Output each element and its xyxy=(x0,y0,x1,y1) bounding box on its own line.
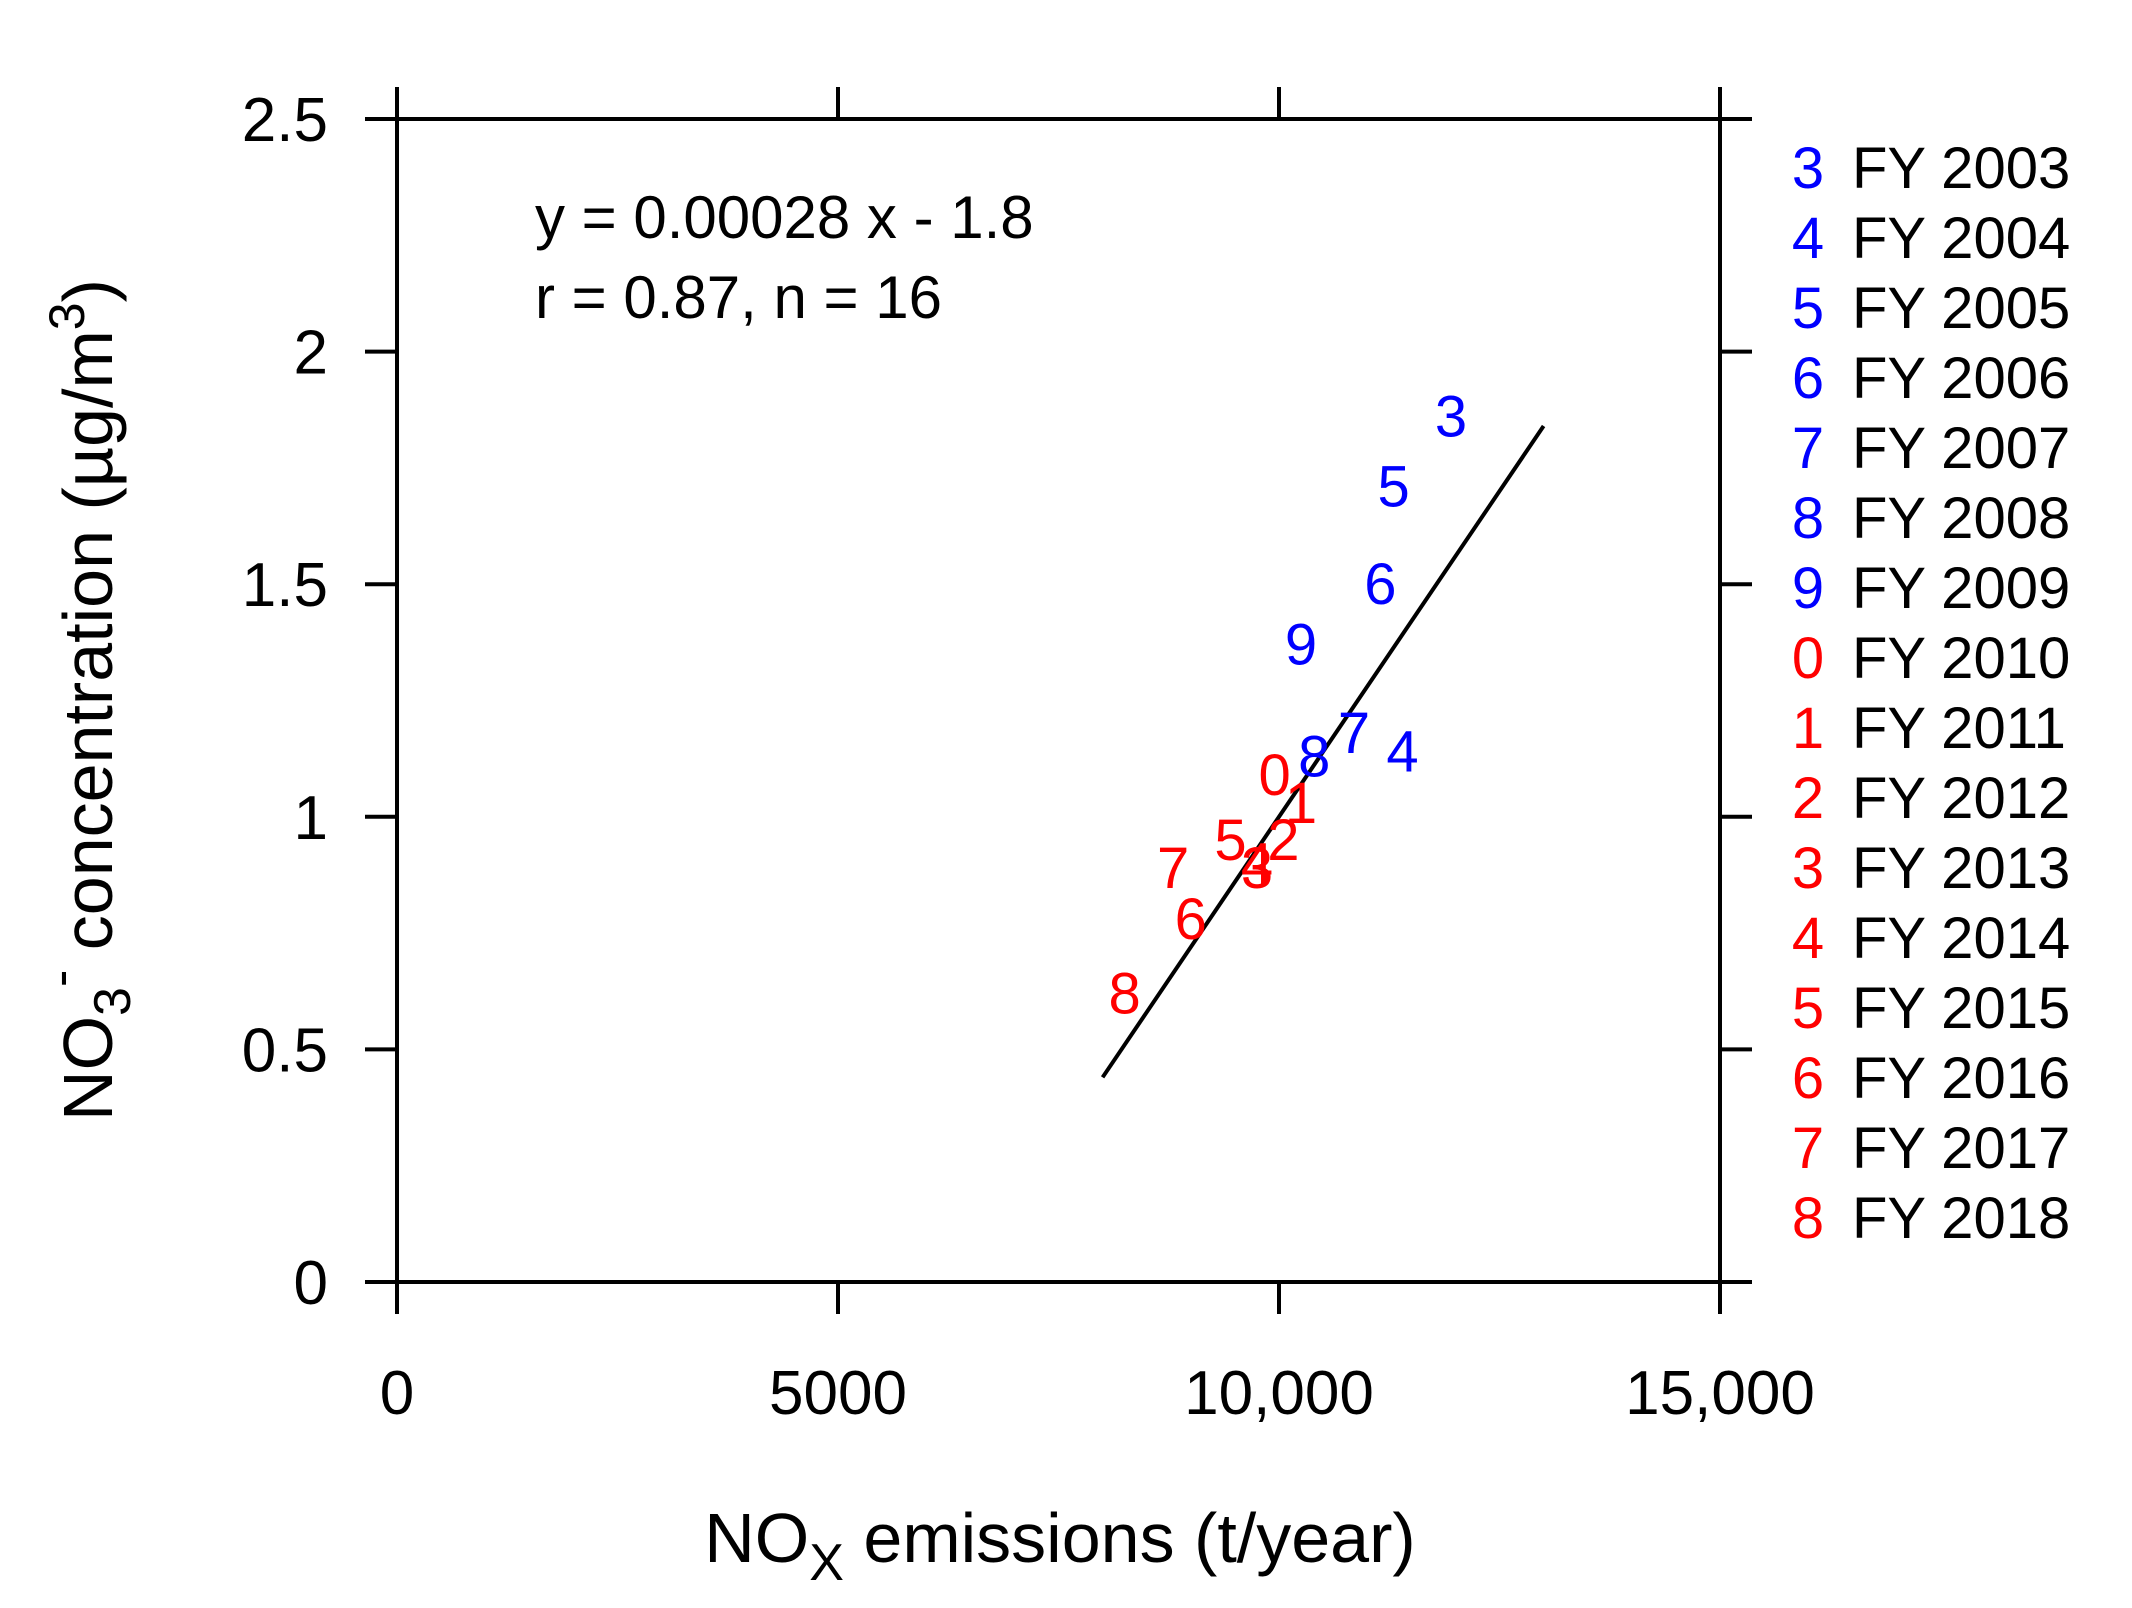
legend-year-label: FY 2013 xyxy=(1852,836,2070,901)
y-tick-label: 0 xyxy=(294,1249,328,1318)
legend-year-label: FY 2006 xyxy=(1852,346,2070,411)
x-tick-label: 10,000 xyxy=(1184,1359,1374,1428)
legend: 3 FY 2003 4 FY 2004 5 FY 2005 6 FY 2006 7 FY 2007… xyxy=(1792,136,2070,1251)
tick-labels: 0 5000 10,000 15,000 0 0.5 1 1.5 2 2.5 xyxy=(242,86,1815,1428)
legend-year-label: FY 2011 xyxy=(1852,696,2066,761)
legend-code: 9 xyxy=(1792,556,1824,621)
point-fy-2014: 4 xyxy=(1241,831,1273,896)
legend-code: 7 xyxy=(1792,1116,1824,1181)
y-tick-label: 2 xyxy=(294,319,328,388)
point-fy-2016: 6 xyxy=(1175,887,1207,952)
legend-year-label: FY 2005 xyxy=(1852,276,2070,341)
legend-year-label: FY 2003 xyxy=(1852,136,2070,201)
correlation-annotation: r = 0.87, n = 16 xyxy=(535,264,942,331)
legend-code: 0 xyxy=(1792,626,1824,691)
point-fy-2004: 4 xyxy=(1386,720,1418,785)
legend-code: 7 xyxy=(1792,416,1824,481)
point-fy-2012: 2 xyxy=(1267,808,1299,873)
point-fy-2017: 7 xyxy=(1157,836,1189,901)
legend-year-label: FY 2016 xyxy=(1852,1046,2070,1111)
x-axis-title: NOX emissions (t/year) xyxy=(704,1499,1415,1592)
legend-code: 1 xyxy=(1792,696,1824,761)
legend-code: 5 xyxy=(1792,276,1824,341)
equation-annotation: y = 0.00028 x - 1.8 xyxy=(535,184,1034,251)
point-fy-2013: 3 xyxy=(1241,836,1273,901)
legend-code: 6 xyxy=(1792,346,1824,411)
legend-year-label: FY 2007 xyxy=(1852,416,2070,481)
legend-code: 2 xyxy=(1792,766,1824,831)
legend-year-label: FY 2004 xyxy=(1852,206,2070,271)
point-fy-2015: 5 xyxy=(1214,808,1246,873)
legend-code: 3 xyxy=(1792,136,1824,201)
point-fy-2018: 8 xyxy=(1109,962,1141,1027)
point-fy-2010: 0 xyxy=(1258,743,1290,808)
y-axis-title: NO3- concentration (µg/m3) xyxy=(32,279,142,1121)
legend-code: 5 xyxy=(1792,976,1824,1041)
axis-ticks xyxy=(365,87,1752,1314)
legend-year-label: FY 2018 xyxy=(1852,1186,2070,1251)
point-fy-2011: 1 xyxy=(1285,771,1317,836)
legend-code: 4 xyxy=(1792,906,1824,971)
legend-code: 3 xyxy=(1792,836,1824,901)
x-tick-label: 0 xyxy=(380,1359,414,1428)
legend-year-label: FY 2017 xyxy=(1852,1116,2070,1181)
point-fy-2005: 5 xyxy=(1378,455,1410,520)
x-tick-label: 5000 xyxy=(769,1359,907,1428)
point-fy-2007: 7 xyxy=(1338,701,1370,766)
y-tick-label: 1 xyxy=(294,784,328,853)
y-tick-label: 0.5 xyxy=(242,1016,328,1085)
regression-line xyxy=(1100,424,1546,1079)
legend-year-label: FY 2012 xyxy=(1852,766,2070,831)
legend-year-label: FY 2008 xyxy=(1852,486,2070,551)
legend-year-label: FY 2009 xyxy=(1852,556,2070,621)
point-fy-2003: 3 xyxy=(1435,385,1467,450)
legend-code: 8 xyxy=(1792,486,1824,551)
y-tick-label: 1.5 xyxy=(242,551,328,620)
legend-year-label: FY 2010 xyxy=(1852,626,2070,691)
point-fy-2006: 6 xyxy=(1364,552,1396,617)
legend-year-label: FY 2015 xyxy=(1852,976,2070,1041)
x-tick-label: 15,000 xyxy=(1625,1359,1815,1428)
y-tick-label: 2.5 xyxy=(242,86,328,155)
plot-frame xyxy=(395,117,1722,1284)
legend-code: 8 xyxy=(1792,1186,1824,1251)
legend-code: 6 xyxy=(1792,1046,1824,1111)
point-fy-2008: 8 xyxy=(1298,724,1330,789)
legend-code: 4 xyxy=(1792,206,1824,271)
point-fy-2009: 9 xyxy=(1285,613,1317,678)
legend-year-label: FY 2014 xyxy=(1852,906,2070,971)
